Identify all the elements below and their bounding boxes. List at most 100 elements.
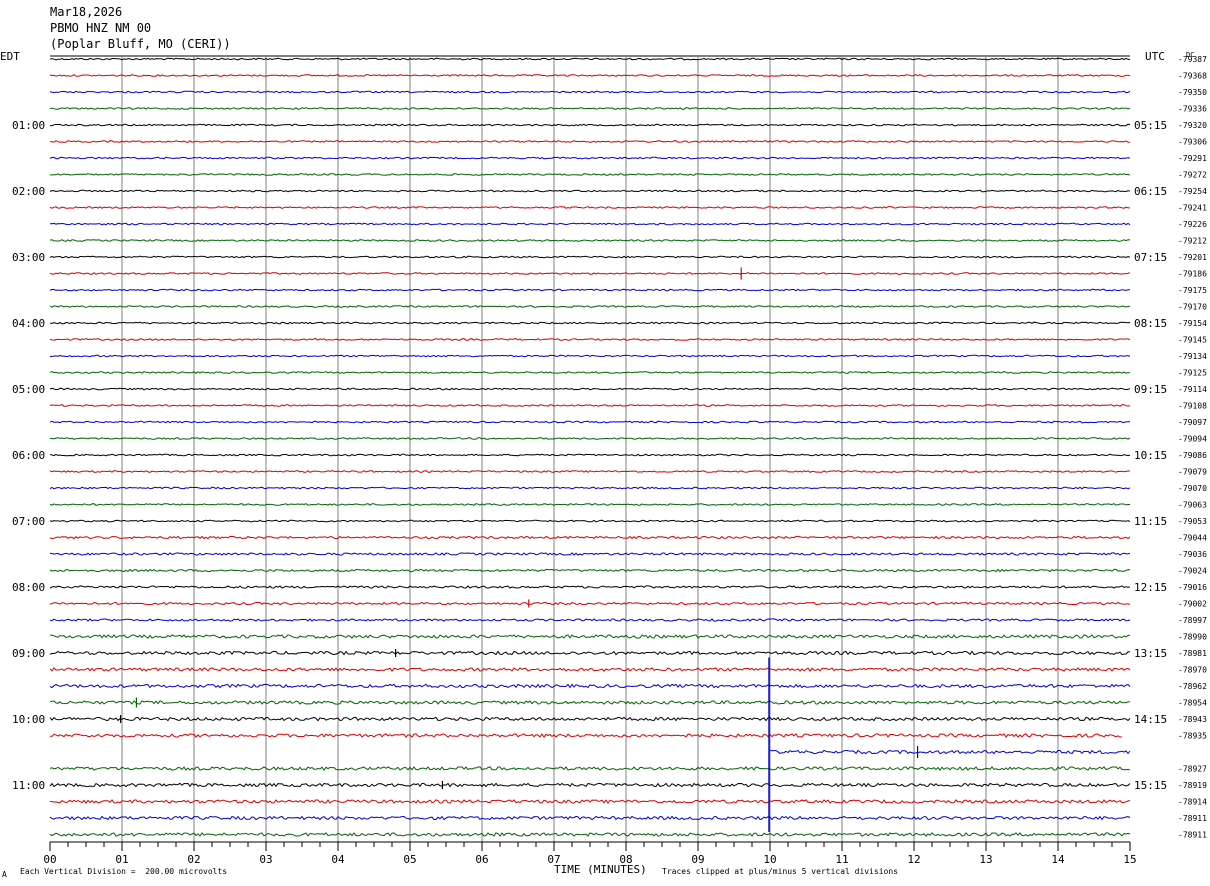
x-tick-label: 11 (835, 853, 848, 866)
trace-line (49, 437, 1131, 440)
dc-offset-label: -79145 (1178, 336, 1207, 345)
trace-line (49, 634, 1131, 639)
trace-line (49, 156, 1131, 160)
right-hour-label: 15:15 (1134, 779, 1167, 792)
trace-line (769, 749, 1131, 755)
dc-offset-label: -78919 (1178, 781, 1207, 790)
trace-line (49, 305, 1131, 308)
plot-date: Mar18,2026 (50, 5, 123, 19)
trace-line (49, 453, 1131, 457)
trace-line (49, 255, 1131, 259)
dc-offset-label: -78935 (1178, 732, 1207, 741)
dc-offset-label: -79320 (1178, 121, 1207, 130)
dc-offset-label: -79226 (1178, 220, 1207, 229)
trace-line (49, 799, 1131, 804)
trace-line (49, 57, 1131, 61)
dc-offset-label: -79175 (1178, 286, 1207, 295)
trace-line (49, 123, 1131, 127)
right-hour-label: 13:15 (1134, 647, 1167, 660)
trace-line (49, 239, 1131, 242)
dc-offset-label: -79053 (1178, 517, 1207, 526)
trace-line (49, 535, 1131, 540)
trace-line (49, 470, 1130, 473)
dc-offset-label: -78911 (1178, 831, 1207, 840)
trace-line (49, 206, 1130, 209)
dc-offset-label: -78914 (1178, 798, 1207, 807)
left-hour-label: 06:00 (12, 449, 45, 462)
trace-line (49, 173, 1131, 176)
trace-line (49, 683, 1131, 689)
dc-offset-label: -79086 (1178, 451, 1207, 460)
trace-line (49, 272, 1131, 275)
trace-line (49, 618, 1131, 622)
right-timezone-label: UTC (1145, 50, 1165, 63)
dc-offset-label: -79241 (1178, 204, 1207, 213)
dc-column-label: DC (1186, 51, 1194, 59)
dc-offset-label: -79254 (1178, 187, 1207, 196)
right-hour-label: 09:15 (1134, 383, 1167, 396)
trace-line (49, 354, 1131, 358)
trace-line (49, 140, 1131, 143)
dc-offset-label: -79186 (1178, 270, 1207, 279)
trace-line (49, 832, 1131, 837)
left-hour-label: 03:00 (12, 251, 45, 264)
trace-line (49, 288, 1131, 292)
trace-line (49, 568, 1131, 573)
trace-line (49, 90, 1131, 94)
trace-line (49, 650, 1131, 656)
dc-offset-label: -79350 (1178, 88, 1207, 97)
left-hour-label: 08:00 (12, 581, 45, 594)
dc-offset-label: -79070 (1178, 484, 1207, 493)
clip-note: Traces clipped at plus/minus 5 vertical … (662, 867, 899, 876)
left-hour-label: 02:00 (12, 185, 45, 198)
dc-offset-label: -78943 (1178, 715, 1207, 724)
trace-line (50, 222, 1131, 226)
dc-offset-label: -79097 (1178, 418, 1207, 427)
trace-line (49, 585, 1131, 589)
trace-line (49, 321, 1131, 325)
trace-line (49, 766, 1130, 771)
x-tick-label: 02 (187, 853, 200, 866)
x-tick-label: 06 (475, 853, 488, 866)
dc-offset-label: -78997 (1178, 616, 1207, 625)
dc-offset-label: -78911 (1178, 814, 1207, 823)
scale-note: Each Vertical Division = 200.00 microvol… (20, 867, 228, 876)
trace-line (49, 338, 1131, 341)
trace-line (49, 815, 1131, 821)
left-hour-label: 04:00 (12, 317, 45, 330)
trace-line (49, 667, 1131, 672)
x-tick-label: 10 (763, 853, 776, 866)
trace-line (49, 404, 1131, 407)
trace-line (49, 503, 1131, 506)
trace-line (49, 733, 1123, 738)
dc-offset-label: -78954 (1178, 699, 1207, 708)
right-hour-label: 07:15 (1134, 251, 1167, 264)
dc-offset-label: -79291 (1178, 154, 1207, 163)
trace-line (49, 74, 1131, 77)
dc-offset-label: -79016 (1178, 583, 1207, 592)
x-tick-label: 07 (547, 853, 560, 866)
left-hour-label: 10:00 (12, 713, 45, 726)
dc-offset-label: -78990 (1178, 633, 1207, 642)
left-hour-label: 11:00 (12, 779, 45, 792)
dc-offset-label: -79306 (1178, 138, 1207, 147)
right-hour-label: 06:15 (1134, 185, 1167, 198)
x-tick-label: 05 (403, 853, 416, 866)
dc-offset-label: -79044 (1178, 534, 1207, 543)
dc-offset-label: -79201 (1178, 253, 1207, 262)
corner-mark: A (2, 870, 7, 879)
dc-offset-label: -79002 (1178, 600, 1207, 609)
trace-line (49, 601, 1131, 606)
dc-offset-label: -79387 (1178, 55, 1207, 64)
x-tick-label: 14 (1051, 853, 1065, 866)
dc-offset-label: -78981 (1178, 649, 1207, 658)
x-tick-label: 04 (331, 853, 345, 866)
dc-offset-label: -78970 (1178, 666, 1207, 675)
dc-offset-label: -79154 (1178, 319, 1207, 328)
right-hour-label: 12:15 (1134, 581, 1167, 594)
trace-line (49, 700, 1131, 705)
x-tick-label: 00 (43, 853, 56, 866)
left-hour-label: 05:00 (12, 383, 45, 396)
x-axis-label: TIME (MINUTES) (554, 863, 647, 876)
